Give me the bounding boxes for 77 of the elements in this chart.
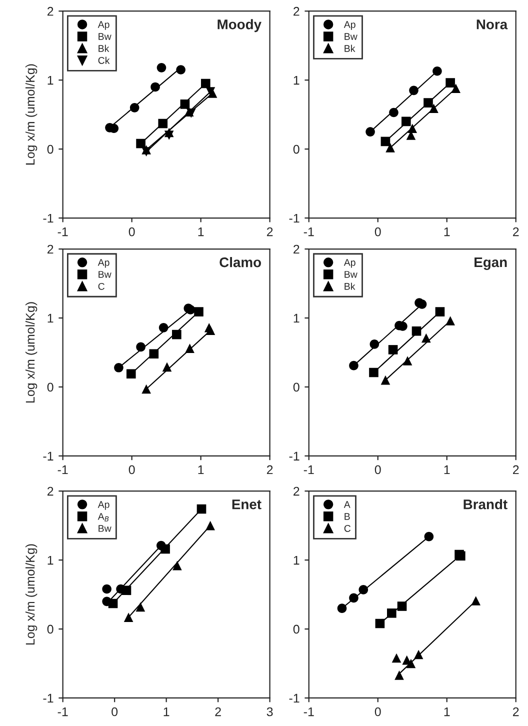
y-tick-label: 1 [294,314,300,323]
legend-label: Bw [344,271,358,278]
y-tick-label: -1 [289,694,300,703]
legend-label: Bw [344,33,358,40]
legend-label: Ap [344,21,356,30]
y-tick-label: 1 [48,76,54,85]
y-tick-label: -1 [43,214,54,223]
x-tick-label: -1 [58,465,68,474]
y-tick-label: 2 [294,244,300,254]
y-tick-label: -1 [43,694,54,703]
y-tick-label: 0 [293,144,300,154]
text: Egan [474,257,507,270]
x-tick-label: 0 [374,227,381,236]
legend-label: Bk [344,44,356,52]
x-tick-label: 2 [215,707,221,716]
legend-label: Ap [98,259,110,268]
y-tick-label: 1 [294,556,300,565]
legend-label: Bw [98,271,112,278]
legend-label: C [98,282,104,290]
y-axis-title: Log x/m (umol/Kg) [25,302,38,403]
x-tick-label: -1 [304,228,314,236]
x-tick-label: -1 [58,707,68,716]
chart-title: Clamo [220,257,261,268]
legend-label: Bk [98,44,110,52]
y-tick-label: 1 [294,76,300,85]
legend-label: Ck [98,56,110,64]
x-tick-label: 1 [444,465,450,474]
x-tick-label: 0 [128,227,135,236]
x-tick-label: 2 [266,465,273,474]
x-tick-label: 1 [164,707,170,716]
y-tick-label: 0 [47,382,54,392]
x-tick-label: 1 [444,707,450,716]
x-tick-label: 1 [198,465,204,474]
y-tick-label: 2 [47,486,54,496]
legend-label: Bw [98,525,112,532]
y-tick-label: 1 [48,314,54,323]
x-tick-label: -1 [304,465,314,474]
x-tick-label: 2 [513,707,519,716]
x-tick-label: 0 [128,465,135,474]
y-tick-label: 0 [293,624,300,634]
y-tick-label: -1 [289,452,300,460]
x-tick-label: -1 [58,228,68,236]
y-tick-label: -1 [43,452,54,460]
y-tick-label: 0 [293,382,300,392]
x-tick-label: -1 [304,707,314,716]
y-axis-title: Log x/m (umol/Kg) [25,64,38,165]
legend-label: A$_{B}$ [98,513,109,522]
legend-label: Ap [344,259,356,268]
x-tick-label: 0 [374,465,381,474]
x-tick-label: 0 [112,707,118,716]
legend-label: Ap [98,501,110,510]
y-tick-label: 0 [47,144,54,154]
y-tick-label: 1 [48,556,54,565]
legend-label: C [344,525,351,532]
legend-label: A [344,501,350,508]
x-tick-label: 2 [513,465,519,474]
text: Moody [218,19,262,32]
x-tick-label: 1 [444,228,450,236]
chart-title: Enet [232,500,262,510]
y-tick-label: -1 [289,214,300,223]
x-tick-label: 2 [266,227,273,236]
y-tick-label: 2 [47,244,54,254]
chart-title: Brandt [464,499,508,510]
y-tick-label: 2 [47,6,54,16]
y-axis-title: Log x/m (umol/Kg) [25,544,38,645]
legend-label: Bw [98,33,112,40]
x-tick-label: 3 [266,707,273,716]
y-tick-label: 0 [47,624,54,634]
x-tick-label: 1 [198,228,204,236]
legend-label: B [344,513,350,520]
legend-label: Bk [344,282,356,290]
x-tick-label: 0 [374,707,381,716]
legend-label: Ap [98,21,110,30]
y-tick-label: 2 [294,6,300,16]
x-tick-label: 2 [513,227,519,236]
y-tick-label: 2 [294,486,300,496]
chart-title: Nora [476,20,508,30]
